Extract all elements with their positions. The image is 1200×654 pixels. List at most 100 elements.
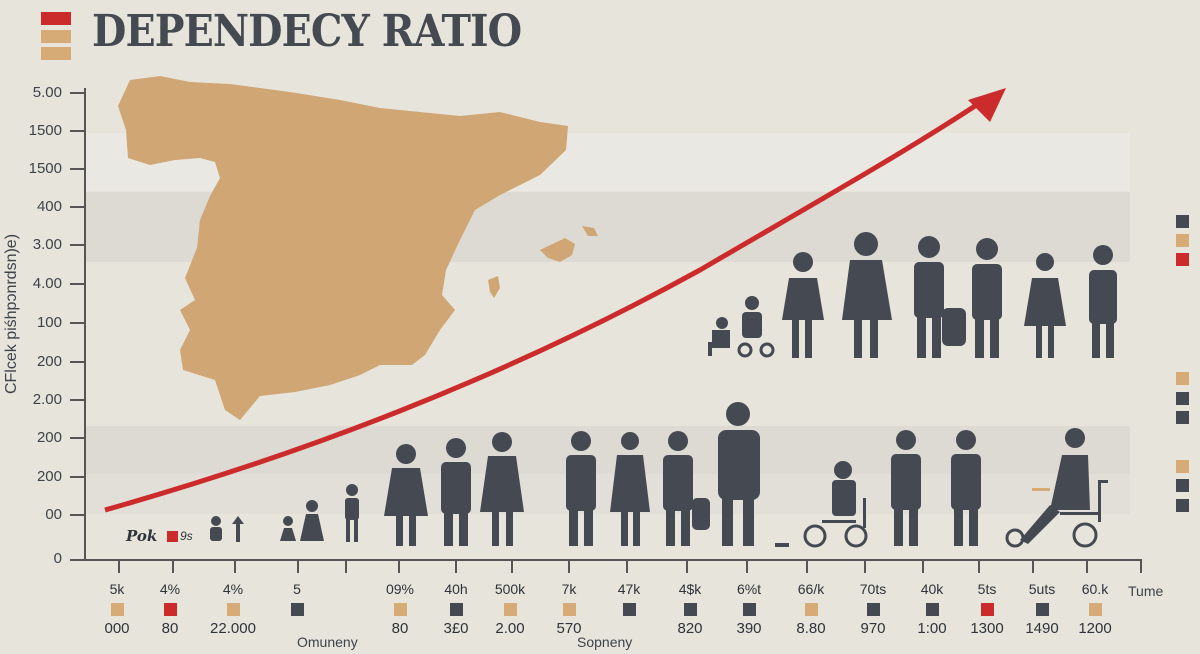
x-axis-line	[70, 559, 1142, 561]
x-column-swatch	[110, 603, 124, 616]
x-column-swatch	[226, 603, 240, 616]
y-tick-label: 5.00	[32, 84, 62, 101]
side-legend-swatch	[1176, 479, 1189, 492]
y-tick-label: 4.00	[32, 275, 62, 292]
x-column-swatch	[1035, 603, 1049, 616]
x-column-bottom: 570	[556, 620, 582, 637]
x-column-swatch	[925, 603, 939, 616]
x-column: 4% 22.000	[198, 581, 268, 637]
x-column-swatch	[980, 603, 994, 616]
x-column: 47k	[594, 581, 664, 620]
y-tick-label: 100	[36, 314, 62, 331]
annotation-value: 9s	[180, 529, 193, 543]
logo-bar-tan	[41, 47, 71, 60]
side-legend-swatch	[1176, 392, 1189, 405]
y-tick	[70, 206, 84, 208]
x-tick	[398, 561, 400, 573]
x-column-swatch	[683, 603, 697, 616]
x-column-bottom: 80	[391, 620, 409, 637]
y-tick	[70, 322, 84, 324]
logo-bar-red	[41, 12, 71, 25]
x-column: 6%t 390	[714, 581, 784, 637]
x-tick	[118, 561, 120, 573]
y-tick-label: 2.00	[32, 391, 62, 408]
y-tick	[70, 361, 84, 363]
x-tick	[1032, 561, 1034, 573]
x-column-bottom: 2.00	[495, 620, 525, 637]
x-column-bottom: 970	[860, 620, 886, 637]
x-column-swatch	[449, 603, 463, 616]
x-tick	[922, 561, 924, 573]
x-column-swatch	[163, 603, 177, 616]
x-column-swatch	[393, 603, 407, 616]
x-column: 09% 80	[365, 581, 435, 637]
x-column-top: 5ts	[977, 581, 997, 597]
x-column: 60.k 1200	[1060, 581, 1130, 637]
x-tick	[626, 561, 628, 573]
x-tick	[978, 561, 980, 573]
x-tick	[746, 561, 748, 573]
x-column-top: 66/k	[797, 581, 825, 597]
x-column-top: 5	[293, 581, 301, 597]
chart-title: DEPENDECY RATIO	[92, 6, 522, 57]
balearic-island	[582, 226, 598, 236]
x-column-top: 40h	[444, 581, 468, 597]
x-column-top: 70ts	[859, 581, 887, 597]
x-column-swatch	[1088, 603, 1102, 616]
y-tick-label: 200	[36, 353, 62, 370]
x-column-top: 7k	[561, 581, 577, 597]
x-tick	[345, 561, 347, 573]
adult-figures-upper	[708, 232, 1117, 358]
x-column-top: 60.k	[1081, 581, 1109, 597]
x-column-top: 5k	[109, 581, 125, 597]
y-tick-label: 1500	[28, 160, 62, 177]
x-column-top: 4%	[222, 581, 244, 597]
balearic-island	[488, 276, 500, 298]
y-tick	[70, 244, 84, 246]
x-tick	[806, 561, 808, 573]
x-tick	[568, 561, 570, 573]
x-column-bottom: 1300	[970, 620, 1004, 637]
y-tick	[70, 92, 84, 94]
x-column: 5	[262, 581, 332, 620]
x-column: 66/k 8.80	[776, 581, 846, 637]
children-figures	[210, 484, 359, 542]
y-tick	[70, 437, 84, 439]
y-tick	[70, 514, 84, 516]
side-legend-swatch	[1176, 372, 1189, 385]
x-tick	[864, 561, 866, 573]
y-tick	[70, 476, 84, 478]
x-axis-end-label: Tume	[1128, 583, 1164, 599]
y-tick	[70, 399, 84, 401]
x-column-bottom: 8.80	[796, 620, 826, 637]
x-column-swatch	[562, 603, 576, 616]
annotation-label: Pok	[126, 527, 158, 545]
x-column-top: 47k	[617, 581, 641, 597]
side-legend-swatch	[1176, 253, 1189, 266]
x-column-bottom: 390	[736, 620, 762, 637]
x-tick	[297, 561, 299, 573]
side-legend-swatch	[1176, 215, 1189, 228]
x-tick	[172, 561, 174, 573]
group-label: Omuneny	[297, 634, 358, 650]
x-column-bottom: 1490	[1025, 620, 1059, 637]
y-tick-label: 00	[45, 506, 62, 523]
y-axis-line	[84, 88, 86, 561]
y-tick-label: 200	[36, 468, 62, 485]
x-column: 5k 000	[82, 581, 152, 637]
y-tick	[70, 168, 84, 170]
x-column-top: 6%t	[736, 581, 762, 597]
side-legend-swatch	[1176, 499, 1189, 512]
side-legend-swatch	[1176, 234, 1189, 247]
y-tick-label: 0	[53, 550, 62, 567]
x-column-top: 5uts	[1028, 581, 1056, 597]
x-tick	[1140, 561, 1142, 573]
x-column: 7k 570	[534, 581, 604, 637]
side-legend-swatch	[1176, 460, 1189, 473]
x-column: 70ts 970	[838, 581, 908, 637]
x-column-bottom: 80	[161, 620, 179, 637]
x-column-swatch	[804, 603, 818, 616]
x-column-top: 4%	[159, 581, 181, 597]
balearic-island	[540, 238, 575, 262]
